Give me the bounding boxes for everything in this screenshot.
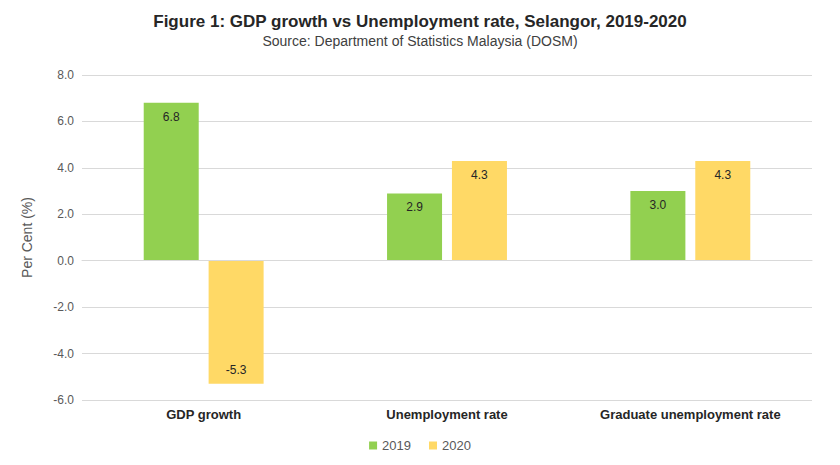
svg-text:Unemployment rate: Unemployment rate	[386, 407, 507, 422]
svg-text:2019: 2019	[382, 438, 411, 453]
svg-text:-5.3: -5.3	[226, 363, 247, 377]
svg-text:4.0: 4.0	[57, 161, 74, 175]
svg-text:Figure 1: GDP growth vs Unempl: Figure 1: GDP growth vs Unemployment rat…	[153, 12, 686, 31]
svg-text:3.0: 3.0	[650, 198, 667, 212]
svg-text:-2.0: -2.0	[53, 300, 74, 314]
svg-text:2.0: 2.0	[57, 207, 74, 221]
svg-text:2020: 2020	[442, 438, 471, 453]
svg-text:Source: Department of Statisti: Source: Department of Statistics Malaysi…	[262, 33, 577, 49]
svg-text:-6.0: -6.0	[53, 393, 74, 407]
svg-text:0.0: 0.0	[57, 254, 74, 268]
svg-text:4.3: 4.3	[471, 168, 488, 182]
svg-text:4.3: 4.3	[714, 168, 731, 182]
svg-text:6.0: 6.0	[57, 114, 74, 128]
svg-text:8.0: 8.0	[57, 68, 74, 82]
svg-text:2.9: 2.9	[406, 200, 423, 214]
svg-text:Per Cent (%): Per Cent (%)	[19, 197, 35, 278]
svg-text:Graduate unemployment rate: Graduate unemployment rate	[600, 407, 781, 422]
svg-text:6.8: 6.8	[163, 110, 180, 124]
svg-text:GDP growth: GDP growth	[166, 407, 241, 422]
svg-text:-4.0: -4.0	[53, 347, 74, 361]
